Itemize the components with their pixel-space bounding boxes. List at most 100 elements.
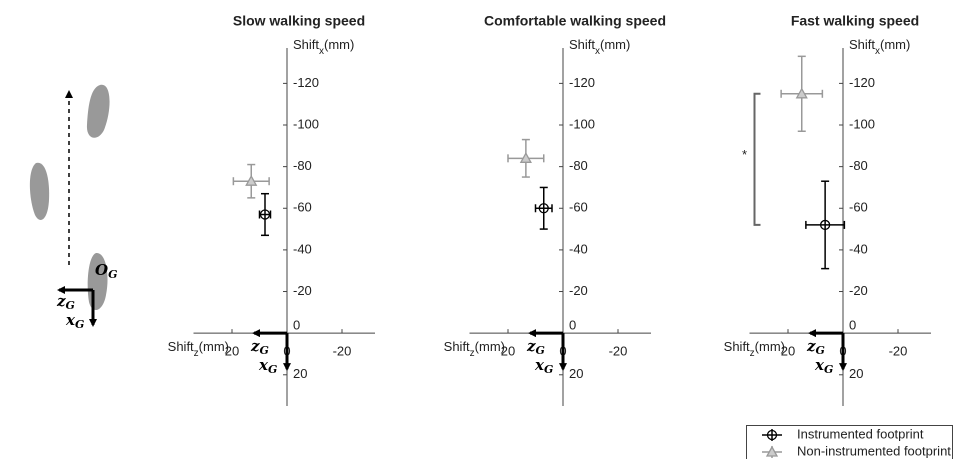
label-unit: (mm) [755,340,785,355]
y-tick-label: -100 [293,116,319,131]
y-tick-label: -60 [293,200,312,215]
marker [245,174,258,186]
x-tick-label: 20 [225,344,239,359]
subscript: G [824,363,833,376]
chart-title: Slow walking speed [233,13,365,29]
footprint [29,162,50,220]
label-text: Shift [569,37,595,52]
frame-label: OG [95,261,117,281]
legend-label: Non-instrumented footprint [797,443,951,458]
marker [795,87,808,99]
label-text: Shift [444,340,470,355]
origin-label: O [95,261,108,279]
y-tick-label: -40 [849,241,868,256]
y-tick-label: 20 [849,366,863,381]
frame-label: xG [814,356,833,376]
x-label: x [258,356,269,374]
label-sub: z [750,348,755,359]
x-tick-label: -20 [609,344,628,359]
chart-title: Fast walking speed [791,13,919,29]
subscript: G [816,344,825,357]
y-tick-label: -80 [569,158,588,173]
legend-label: Instrumented footprint [797,426,924,441]
x-tick-label: -20 [889,344,908,359]
label-unit: (mm) [880,37,910,52]
y-tick-label: -120 [293,75,319,90]
marker [766,429,778,441]
z-label: z [806,337,816,355]
x-label: x [814,356,825,374]
frame-label: xG [258,356,277,376]
marker [259,209,271,220]
x-tick-label: 20 [501,344,515,359]
y-tick-label: -20 [293,283,312,298]
y-tick-label: 0 [849,318,856,333]
footprint [86,84,110,138]
y-tick-label: -80 [849,158,868,173]
marker [538,203,549,214]
y-tick-label: 20 [569,366,583,381]
marker [765,445,779,457]
x-axis-label: Shiftz(mm) [168,340,229,359]
subscript: G [108,268,117,281]
y-axis-label: Shiftx(mm) [293,37,354,56]
subscript: G [260,344,269,357]
y-tick-label: -60 [569,200,588,215]
marker [519,151,532,163]
frame-label: xG [534,356,553,376]
label-sub: x [875,46,880,57]
panel: Slow walking speed -120 -100 -80 -60 -40 -20 0 2… [168,13,375,406]
y-tick-label: -100 [569,116,595,131]
x-tick-label: 20 [781,344,795,359]
label-sub: x [319,46,324,57]
y-tick-label: -40 [293,241,312,256]
label-unit: (mm) [324,37,354,52]
z-label: z [526,337,536,355]
subscript: G [536,344,545,357]
label-unit: (mm) [600,37,630,52]
y-tick-label: -40 [569,241,588,256]
subscript: G [75,318,84,331]
legend: Instrumented footprint Non-instrumented f… [746,425,953,459]
annotation: * [742,147,747,162]
y-axis-label: Shiftx(mm) [849,37,910,56]
y-tick-label: -60 [849,200,868,215]
y-tick-label: 0 [293,318,300,333]
frame-label: zG [250,337,269,357]
y-tick-label: -20 [569,283,588,298]
y-tick-label: -120 [569,75,595,90]
subscript: G [544,363,553,376]
x-axis-label: Shiftz(mm) [724,340,785,359]
label-text: Shift [293,37,319,52]
label-text: Shift [168,340,194,355]
panel: Fast walking speed -120 -100 -80 -60 -40 -20 0 2… [724,13,931,406]
chart-title: Comfortable walking speed [484,13,666,29]
label-unit: (mm) [475,340,505,355]
label-unit: (mm) [199,340,229,355]
z-label: z [250,337,260,355]
y-tick-label: 0 [569,318,576,333]
x-axis-label: Shiftz(mm) [444,340,505,359]
y-tick-label: -100 [849,116,875,131]
y-tick-label: -20 [849,283,868,298]
subscript: G [66,299,75,312]
label-sub: z [194,348,199,359]
frame-label: zG [806,337,825,357]
subscript: G [268,363,277,376]
x-label: x [65,311,76,329]
panel: Comfortable walking speed -120 -100 -80 -60 -… [444,13,666,406]
footprint-diagram: OG zG xG [29,84,117,331]
z-label: z [56,292,66,310]
significance-bracket [753,92,761,226]
x-tick-label: -20 [333,344,352,359]
y-tick-label: 20 [293,366,307,381]
label-sub: z [470,348,475,359]
frame-label: zG [526,337,545,357]
y-tick-label: -120 [849,75,875,90]
label-text: Shift [724,340,750,355]
label-sub: x [595,46,600,57]
frame-label: xG [65,311,84,331]
marker [819,219,831,231]
x-label: x [534,356,545,374]
